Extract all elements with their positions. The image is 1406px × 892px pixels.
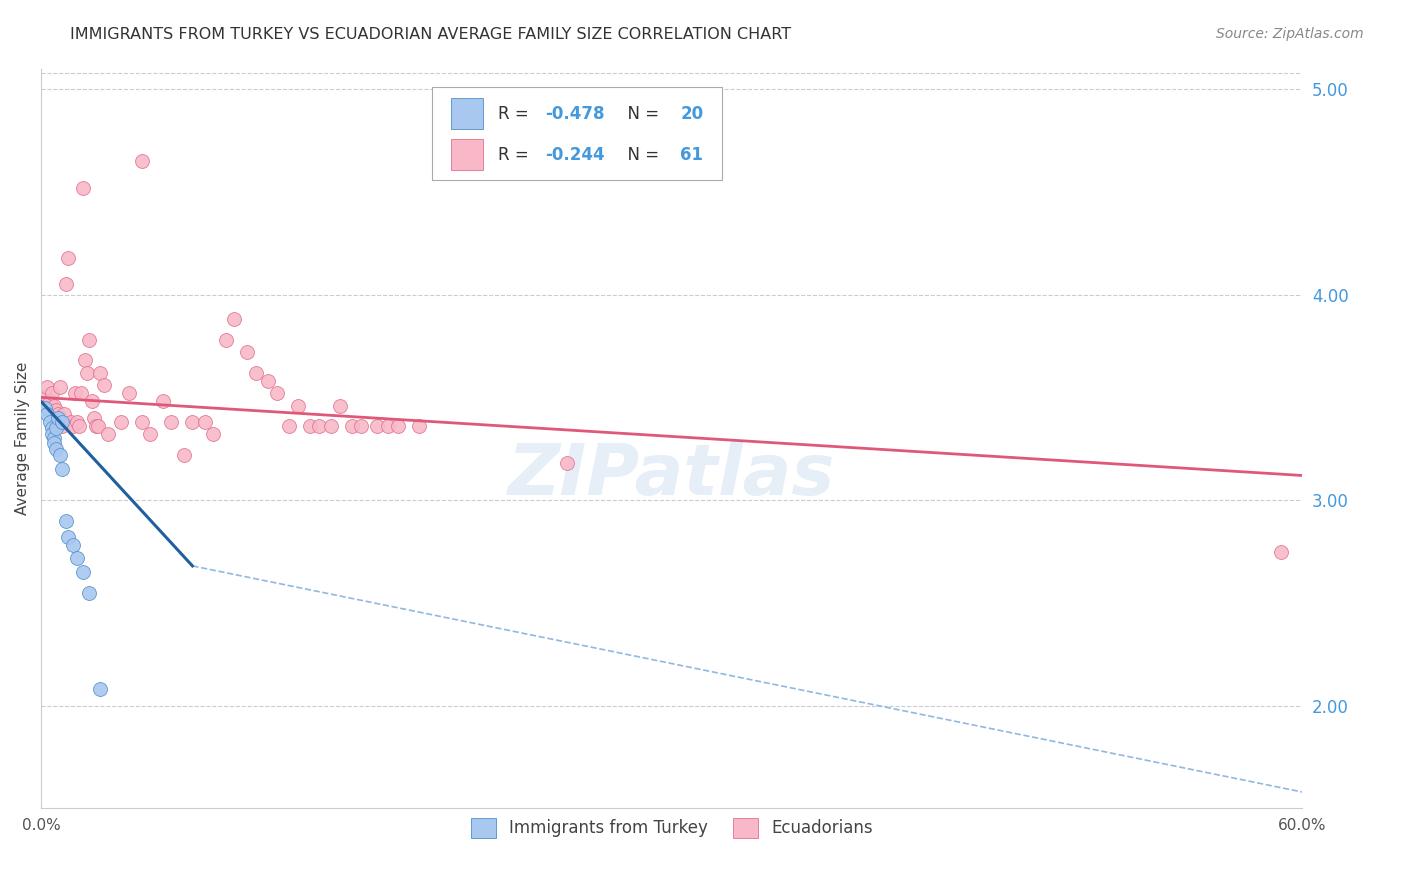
Point: [555, 456, 578, 470]
Point: [42, 399, 65, 413]
Point: [42, 432, 65, 446]
Point: [67, 419, 90, 434]
Legend: Immigrants from Turkey, Ecuadorians: Immigrants from Turkey, Ecuadorians: [464, 811, 879, 845]
Point: [93, 378, 115, 392]
Point: [387, 419, 409, 434]
Point: [278, 419, 301, 434]
Point: [38, 415, 60, 429]
Point: [215, 333, 238, 347]
Point: [34, 390, 56, 404]
Point: [58, 251, 80, 265]
Point: [84, 419, 107, 434]
Point: [51, 415, 73, 429]
Point: [46, 411, 69, 425]
Point: [63, 386, 86, 401]
Point: [266, 386, 288, 401]
Point: [58, 530, 80, 544]
Text: N =: N =: [617, 104, 665, 123]
Point: [42, 435, 65, 450]
Point: [321, 419, 343, 434]
Text: N =: N =: [617, 145, 665, 163]
Text: ZIPatlas: ZIPatlas: [508, 441, 835, 510]
Point: [131, 154, 153, 169]
Point: [51, 462, 73, 476]
Point: [37, 380, 59, 394]
Point: [118, 386, 141, 401]
Text: 20: 20: [681, 104, 703, 123]
Point: [53, 407, 76, 421]
Point: [41, 427, 63, 442]
Text: -0.244: -0.244: [546, 145, 605, 163]
Point: [139, 427, 162, 442]
Point: [59, 415, 82, 429]
Point: [45, 415, 67, 429]
Point: [377, 419, 399, 434]
Point: [408, 419, 430, 434]
Bar: [451, 139, 482, 169]
Point: [349, 419, 371, 434]
Point: [224, 312, 246, 326]
FancyBboxPatch shape: [432, 87, 723, 179]
Point: [257, 374, 280, 388]
Point: [80, 394, 103, 409]
Text: -0.478: -0.478: [546, 104, 605, 123]
Point: [76, 366, 98, 380]
Point: [38, 394, 60, 409]
Point: [66, 550, 89, 565]
Point: [89, 682, 111, 697]
Point: [79, 585, 101, 599]
Point: [45, 442, 67, 456]
Point: [41, 386, 63, 401]
Point: [41, 421, 63, 435]
Point: [236, 345, 259, 359]
Point: [308, 419, 330, 434]
Point: [49, 380, 72, 394]
Point: [110, 415, 132, 429]
Point: [131, 415, 153, 429]
Point: [37, 407, 59, 421]
Bar: [451, 98, 482, 129]
Point: [49, 448, 72, 462]
Point: [46, 407, 69, 421]
Point: [245, 366, 267, 380]
Point: [97, 427, 120, 442]
Point: [181, 415, 204, 429]
Point: [287, 399, 309, 413]
Text: Source: ZipAtlas.com: Source: ZipAtlas.com: [1216, 27, 1364, 41]
Text: R =: R =: [498, 104, 534, 123]
Point: [160, 415, 183, 429]
Point: [62, 538, 84, 552]
Text: 61: 61: [681, 145, 703, 163]
Point: [72, 565, 94, 579]
Point: [45, 421, 67, 435]
Point: [202, 427, 225, 442]
Point: [62, 419, 84, 434]
Point: [45, 402, 67, 417]
Point: [87, 419, 110, 434]
Point: [75, 353, 97, 368]
Point: [329, 399, 352, 413]
Point: [89, 366, 111, 380]
Point: [79, 333, 101, 347]
Point: [173, 448, 195, 462]
Point: [66, 415, 89, 429]
Point: [55, 277, 77, 292]
Y-axis label: Average Family Size: Average Family Size: [15, 362, 30, 516]
Point: [152, 394, 174, 409]
Point: [34, 401, 56, 415]
Point: [299, 419, 322, 434]
Text: R =: R =: [498, 145, 534, 163]
Point: [70, 386, 93, 401]
Point: [194, 415, 217, 429]
Point: [55, 514, 77, 528]
Point: [83, 411, 105, 425]
Point: [72, 180, 94, 194]
Point: [51, 419, 73, 434]
Point: [366, 419, 388, 434]
Point: [340, 419, 363, 434]
Point: [1270, 544, 1292, 558]
Text: IMMIGRANTS FROM TURKEY VS ECUADORIAN AVERAGE FAMILY SIZE CORRELATION CHART: IMMIGRANTS FROM TURKEY VS ECUADORIAN AVE…: [70, 27, 792, 42]
